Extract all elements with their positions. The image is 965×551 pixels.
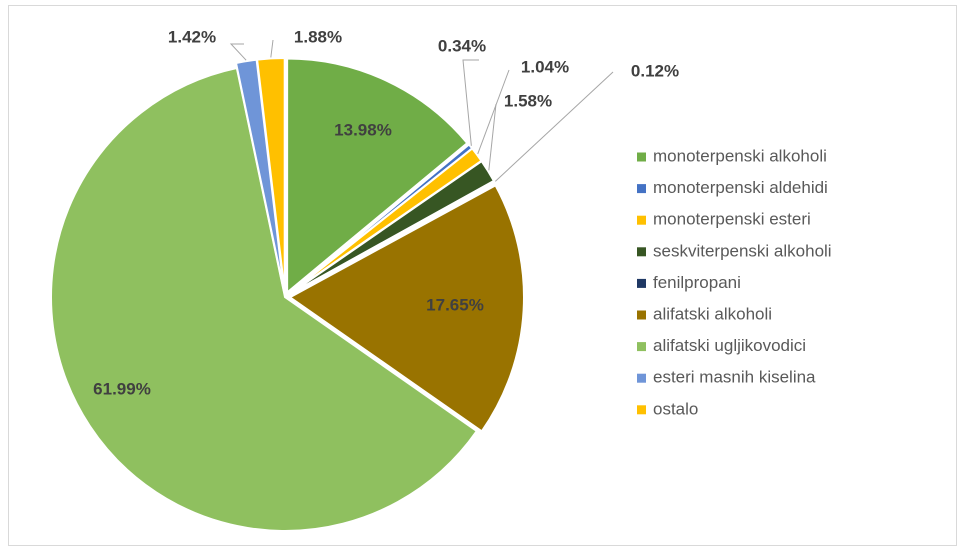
legend-label: alifatski alkoholi [653,304,772,323]
legend-label: monoterpenski aldehidi [653,178,828,197]
legend-swatch [637,310,646,320]
legend-label: monoterpenski alkoholi [653,146,827,165]
leader-line [494,71,614,182]
data-label: 0.34% [438,36,486,55]
leader-line [477,69,510,155]
legend-label: alifatski ugljikovodici [653,336,806,355]
data-label: 1.42% [168,27,216,46]
legend-swatch [637,184,646,194]
data-label: 1.58% [504,91,552,110]
leader-line [270,39,274,58]
legend-swatch [637,373,646,383]
pie-slice [288,183,525,433]
legend-swatch [637,342,646,352]
legend-swatch [637,215,646,225]
data-label: 13.98% [334,120,392,139]
data-label: 1.04% [521,57,569,76]
data-label: 61.99% [93,379,151,398]
data-label: 17.65% [426,295,484,314]
pie-slice [288,179,497,296]
data-label: 1.88% [294,27,342,46]
data-label: 0.12% [631,61,679,80]
legend-label: monoterpenski esteri [653,210,811,229]
leader-line [488,103,497,171]
pie-slice [286,57,469,295]
pie-slice [50,66,479,532]
pie-slice [256,57,286,293]
legend-label: esteri masnih kiselina [653,368,816,387]
legend-label: fenilpropani [653,273,741,292]
legend-swatch [637,152,646,162]
legend-swatch [637,278,646,288]
legend-label: ostalo [653,399,698,418]
legend-label: seskviterpenski alkoholi [653,241,832,260]
legend-swatch [637,247,646,257]
leader-line [462,59,479,146]
legend-swatch [637,405,646,415]
leader-line [229,43,247,61]
